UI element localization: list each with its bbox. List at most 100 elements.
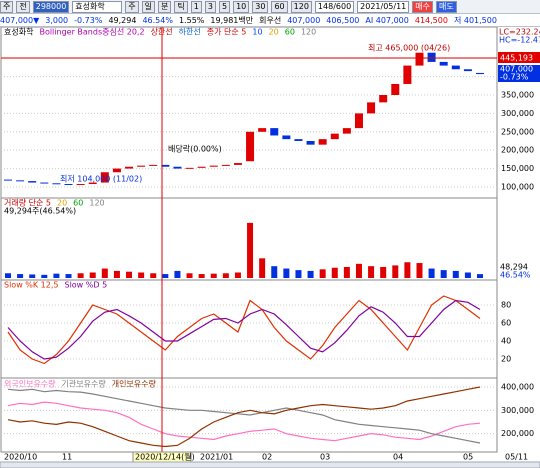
candle [40, 182, 49, 184]
period[interactable]: 3 [204, 0, 216, 13]
date-label: 11 [62, 453, 72, 462]
y-tick-label: 400,000 [501, 383, 534, 392]
volume-bar [101, 268, 108, 278]
legend-entry: 60 [73, 199, 83, 208]
candle [294, 139, 303, 141]
date-label: 2021/01 [200, 453, 233, 462]
high-note: 최고 465,000 (04/26) [368, 43, 450, 53]
quote-field: 저 401,500 [453, 15, 497, 25]
panel-frame [0, 27, 498, 199]
period-type[interactable]: 분 [158, 0, 172, 13]
legend-entry: 120 [89, 199, 104, 208]
period-type[interactable]: 일 [141, 0, 156, 13]
candle [52, 183, 61, 185]
candle [161, 164, 170, 167]
quote-field: 46.54% [142, 15, 173, 25]
volume-bar [210, 273, 217, 278]
y-tick-label: 40 [501, 337, 511, 346]
volume-bar [17, 274, 24, 278]
legend-entry: 20 [269, 28, 279, 37]
candle [427, 52, 436, 62]
chart: 100,000 150,000 200,000 250,000 300,000 350,0… [0, 27, 540, 468]
candle [209, 165, 218, 167]
period-type[interactable]: 틱 [174, 0, 188, 13]
cursor-date: 2020/12/14(월) [135, 452, 195, 462]
code-input[interactable]: 298000 [32, 0, 70, 13]
y-tick-label: 80 [501, 301, 511, 310]
volume-bar [5, 273, 11, 278]
period-type[interactable]: 주 [125, 0, 139, 13]
low-note: 최저 104,000 (11/02) [60, 174, 142, 184]
volume-bar [234, 272, 241, 278]
quote-field: AI 407,000 [365, 15, 409, 25]
volume-bar [126, 271, 133, 278]
volume-bar [150, 273, 157, 278]
volume-bar [295, 270, 302, 278]
volume-bar [53, 273, 60, 278]
volume-bar [368, 266, 375, 278]
current-price: 407,000 [500, 65, 533, 74]
volume-bar [452, 270, 459, 278]
quote-field: 19,981백만 [210, 15, 254, 25]
volume-bar [41, 274, 48, 278]
period[interactable]: 30 [252, 0, 269, 13]
candle [246, 131, 255, 162]
quote-field: 3,000 [45, 15, 69, 25]
volume-label: 48,294 [500, 263, 528, 272]
volume-bar [247, 222, 254, 278]
candle [330, 133, 339, 140]
date-label: 05/11 [505, 453, 528, 462]
date-label: 03 [320, 453, 330, 462]
period[interactable]: 10 [233, 0, 250, 13]
period[interactable]: 1 [190, 0, 202, 13]
quote-field: 1.55% [178, 15, 205, 25]
candle [16, 180, 25, 182]
period[interactable]: 5 [218, 0, 231, 13]
candle [221, 164, 230, 166]
quote-bar: 407,000▼ 3,000 -0.73% 49,294 46.54% 1.55% 19,9… [0, 14, 540, 27]
quote-field: -0.73% [74, 15, 103, 25]
period[interactable]: 120 [290, 0, 312, 13]
legend-entry: 20 [57, 199, 67, 208]
date[interactable]: 2021/05/11 [357, 0, 410, 13]
candle [270, 128, 279, 136]
tab[interactable]: 전 [16, 0, 30, 13]
volume-bar [477, 274, 483, 278]
y-tick-label: 200,000 [501, 146, 534, 155]
candle [197, 166, 206, 168]
legend-entry: 종가 단순 5 [207, 27, 247, 37]
candle [439, 61, 448, 66]
current-change: -0.73% [500, 73, 529, 82]
candle [88, 182, 97, 185]
candle [354, 113, 363, 129]
volume-bar [464, 272, 471, 278]
candle [173, 166, 182, 169]
volume-bar [113, 270, 120, 278]
y-tick-label: 100,000 [501, 182, 534, 191]
volume-bar [319, 269, 326, 278]
volume-bar [428, 268, 435, 278]
y-tick-label: 200,000 [501, 429, 534, 438]
period[interactable]: 60 [271, 0, 288, 13]
volume-bar [440, 270, 447, 278]
y-tick-label: 300,000 [501, 406, 534, 415]
candle [64, 184, 73, 186]
volume-bar [271, 266, 278, 278]
series-line [7, 388, 481, 444]
volume-sub: 49,294주(46.54%) [4, 207, 76, 216]
candle [258, 128, 267, 132]
buy-button[interactable]: 매수 [412, 0, 433, 13]
y-tick-label: 250,000 [501, 127, 534, 136]
y-tick-label: 300,000 [501, 109, 534, 118]
quote-field: 414,500 [414, 15, 448, 25]
legend-entry: 하한선 [179, 27, 201, 37]
candle [476, 72, 484, 75]
tab[interactable]: 주 [0, 0, 14, 13]
volume-bar [89, 272, 96, 278]
candle [4, 179, 12, 181]
sell-button[interactable]: 매도 [436, 0, 457, 13]
volume-bar [222, 273, 229, 278]
volume-bar [138, 272, 145, 278]
quote-field: 회우선 [259, 15, 282, 25]
